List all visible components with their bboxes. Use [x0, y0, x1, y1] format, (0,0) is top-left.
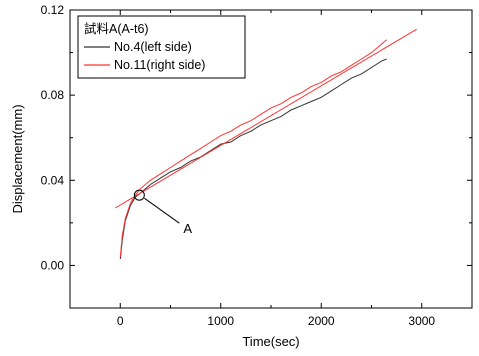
- annotation-marker: [133, 189, 145, 201]
- x-tick-label: 1000: [207, 314, 234, 328]
- legend-entry: No.4(left side): [114, 40, 192, 54]
- legend-title: 試料A(A-t6): [84, 21, 149, 36]
- series-line-0: [119, 58, 387, 260]
- legend-entry: No.11(right side): [114, 58, 205, 72]
- series-layer: [114, 28, 417, 260]
- annotations: A: [133, 189, 192, 236]
- x-tick-label: 2000: [308, 314, 335, 328]
- fit-line: [114, 28, 417, 209]
- annotation-label: A: [183, 221, 192, 236]
- x-tick-label: 0: [117, 314, 124, 328]
- y-tick-label: 0.04: [41, 173, 65, 187]
- x-tick-label: 3000: [408, 314, 435, 328]
- y-axis-label: Displacement(mm): [10, 104, 25, 213]
- x-axis-label: Time(sec): [242, 334, 299, 349]
- legend: 試料A(A-t6) No.4(left side) No.11(right side…: [77, 15, 246, 79]
- y-tick-label: 0.12: [41, 3, 65, 17]
- ticks-layer: 0 1000 2000 3000 0.00 0.04 0.08 0.12: [41, 3, 473, 328]
- y-tick-label: 0.08: [41, 88, 65, 102]
- series-line-1: [119, 39, 387, 257]
- annotation-leader: [144, 197, 180, 224]
- y-tick-label: 0.00: [41, 258, 65, 272]
